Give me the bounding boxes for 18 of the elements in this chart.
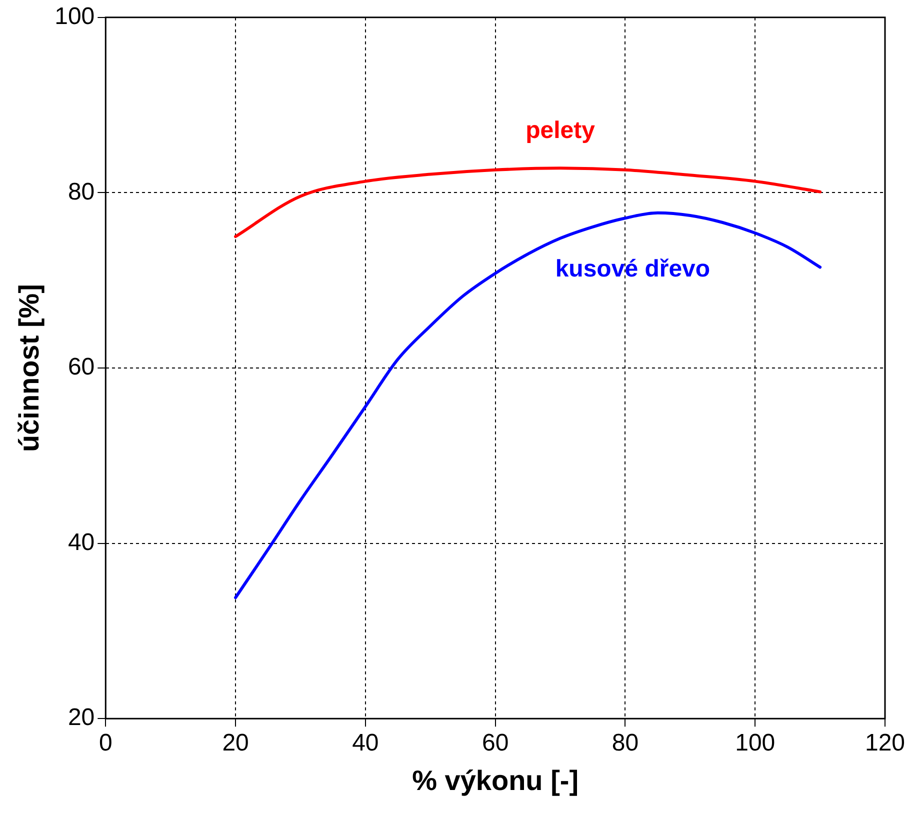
series-label: kusové dřevo [555,255,710,282]
y-tick-label: 80 [68,178,95,206]
y-axis-title: účinnost [%] [14,284,45,452]
series-label: pelety [526,116,596,144]
x-tick-label: 0 [98,730,112,757]
y-tick-label: 20 [68,704,95,732]
y-tick-label: 40 [68,528,95,556]
y-tick-label: 100 [54,3,95,30]
x-tick-label: 120 [864,730,906,757]
x-tick-label: 80 [612,730,639,757]
x-tick-label: 20 [222,730,249,757]
x-tick-label: 40 [352,730,379,757]
x-tick-label: 60 [482,730,509,757]
y-tick-label: 60 [68,354,95,381]
line-series [234,166,822,238]
line-series [234,211,822,600]
x-tick-label: 100 [735,730,776,757]
x-axis-title: % výkonu [-] [412,764,579,796]
